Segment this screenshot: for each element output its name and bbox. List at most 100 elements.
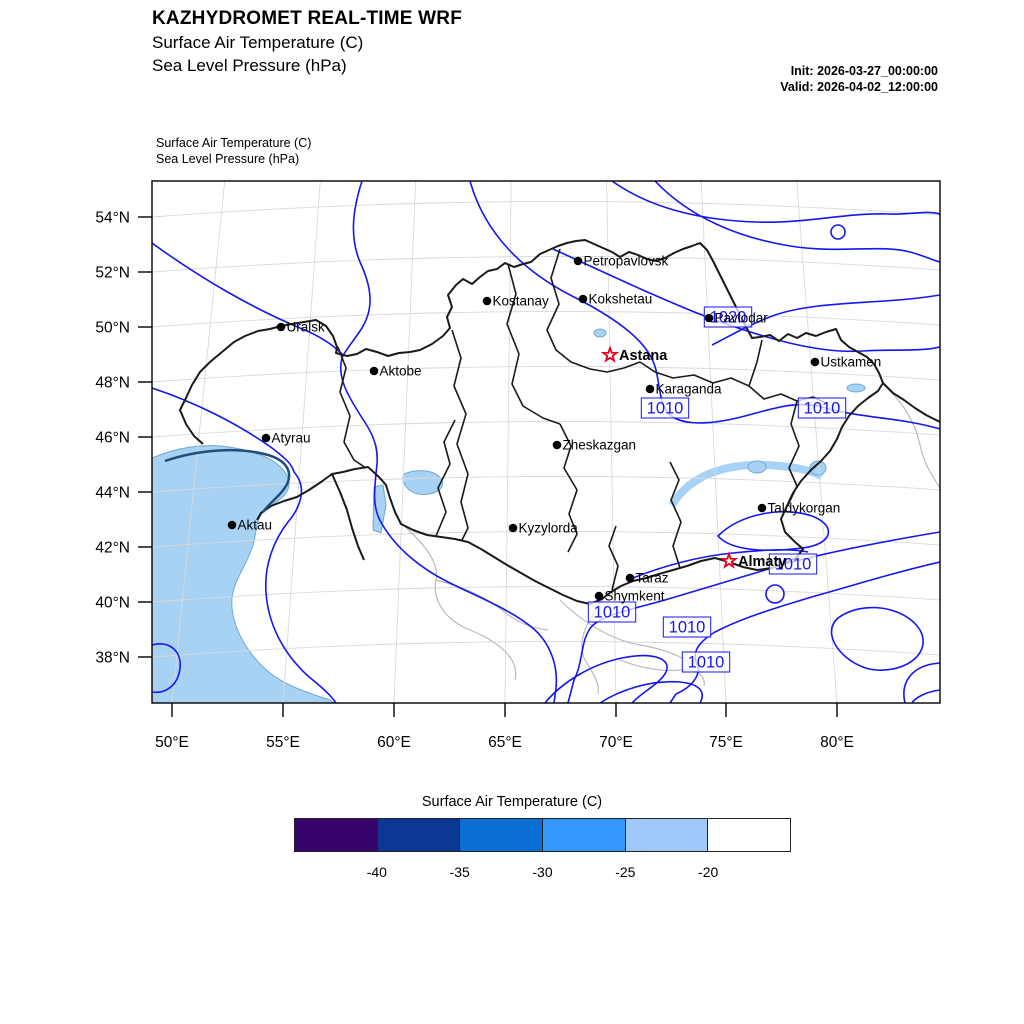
city-dot <box>645 384 655 394</box>
pressure-label: 1010 <box>647 400 684 418</box>
colorbar-tick-label: -40 <box>366 864 387 880</box>
city-label: Taldykorgan <box>768 501 841 516</box>
colorbar-segment <box>625 819 709 851</box>
oblast-internal-borders <box>337 248 829 591</box>
kazakhstan-outer-border <box>221 239 884 605</box>
lake-tengiz <box>593 328 607 338</box>
pressure-label: 1010 <box>669 619 706 637</box>
map-frame <box>151 180 941 704</box>
colorbar-tick-label: -20 <box>698 864 719 880</box>
graticule-meridian <box>700 181 727 703</box>
graticule-meridian <box>796 181 838 703</box>
lon-tick-label: 75°E <box>709 734 743 751</box>
city-dot <box>757 503 767 513</box>
city-dot <box>482 296 492 306</box>
city-dot <box>227 520 237 530</box>
city-label: Ustkamen <box>821 355 882 370</box>
city-label: Kyzylorda <box>519 521 579 536</box>
china-border-east <box>882 382 940 423</box>
page-title: KAZHYDROMET REAL-TIME WRF <box>152 8 463 29</box>
city-dot <box>369 366 379 376</box>
colorbar-tick-label: -35 <box>449 864 470 880</box>
colorbar-tick-label: -25 <box>615 864 636 880</box>
graticule-parallel <box>152 476 940 493</box>
lat-tick-label: 50°N <box>95 320 130 337</box>
pressure-label-box <box>703 306 753 328</box>
city-dot <box>552 440 562 450</box>
graticule-meridian <box>504 181 512 703</box>
city-dot <box>508 523 518 533</box>
colorbar-segment <box>708 819 791 851</box>
pressure-label: 1010 <box>804 400 841 418</box>
graticule-meridian <box>393 181 417 703</box>
colorbar-tick-label: -30 <box>532 864 553 880</box>
city-label: Aktobe <box>380 364 422 379</box>
capital-label: Astana <box>619 348 668 364</box>
city-label: Atyrau <box>272 431 311 446</box>
colorbar-segment <box>377 819 461 851</box>
graticule-parallel <box>152 641 940 658</box>
colorbar-title: Surface Air Temperature (C) <box>421 794 603 810</box>
lat-tick-label: 52°N <box>95 265 130 282</box>
city-dot <box>578 294 588 304</box>
lake-sasykkol <box>747 460 767 474</box>
lon-tick-label: 60°E <box>377 734 411 751</box>
water-bodies <box>152 328 866 703</box>
city-label: Kostanay <box>493 294 550 309</box>
lat-tick-label: 40°N <box>95 595 130 612</box>
aral-sea-west <box>372 484 387 534</box>
city-label: Taraz <box>636 571 669 586</box>
city-dot <box>573 256 583 266</box>
city-label: Zheskazgan <box>563 438 637 453</box>
lat-tick-label: 46°N <box>95 430 130 447</box>
city-label: Aktau <box>238 518 273 533</box>
west-kazakhstan-border <box>179 351 223 445</box>
city-markers: Uralsk Aktobe Atyrau Aktau Kostanay Petropavl… <box>227 254 882 604</box>
lat-tick-label: 48°N <box>95 375 130 392</box>
city-dot <box>594 591 604 601</box>
pressure-label: 1010 <box>594 604 631 622</box>
lon-tick-label: 55°E <box>266 734 300 751</box>
graticule-parallel <box>152 256 940 273</box>
colorbar-segment <box>460 819 544 851</box>
capital-label: Almaty <box>738 554 786 570</box>
lat-tick-label: 42°N <box>95 540 130 557</box>
pressure-label-box <box>640 397 690 419</box>
map-subtitle-line1: Surface Air Temperature (C) <box>156 136 312 150</box>
lon-tick-label: 80°E <box>820 734 854 751</box>
lon-tick-label: 70°E <box>599 734 633 751</box>
pressure-label-box <box>797 397 847 419</box>
city-label: Kokshetau <box>589 292 653 307</box>
pressure-value-labels: 1020 1010 1010 1010 1010 1010 1010 <box>587 306 847 673</box>
city-label: Pavlodar <box>715 311 769 326</box>
city-label: Karaganda <box>656 382 723 397</box>
caspian-north-shore <box>164 448 291 513</box>
graticule-parallel <box>152 201 940 218</box>
lat-tick-label: 44°N <box>95 485 130 502</box>
temperature-colorbar <box>294 818 791 852</box>
city-dot <box>276 322 286 332</box>
city-label: Shymkent <box>605 589 665 604</box>
graticule-parallel <box>152 421 940 438</box>
pressure-label: 1010 <box>688 654 725 672</box>
valid-time: Valid: 2026-04-02_12:00:00 <box>780 80 938 94</box>
lake-zaysan <box>846 383 866 393</box>
pressure-label-box <box>587 601 637 623</box>
city-dot <box>810 357 820 367</box>
city-label: Uralsk <box>287 320 326 335</box>
map-subtitle-line2: Sea Level Pressure (hPa) <box>156 152 300 166</box>
header-variable-line2: Sea Level Pressure (hPa) <box>152 56 347 75</box>
header-variable-line1: Surface Air Temperature (C) <box>152 33 364 52</box>
graticule-meridian <box>171 181 226 703</box>
pressure-label: 1020 <box>710 309 747 327</box>
city-label: Petropavlovsk <box>584 254 669 269</box>
colorbar-segment <box>295 819 378 851</box>
pressure-label: 1010 <box>775 556 812 574</box>
lon-tick-label: 65°E <box>488 734 522 751</box>
caspian-sea <box>152 445 335 703</box>
city-dot <box>704 313 714 323</box>
lat-tick-label: 38°N <box>95 650 130 667</box>
colorbar-segment <box>543 819 626 851</box>
